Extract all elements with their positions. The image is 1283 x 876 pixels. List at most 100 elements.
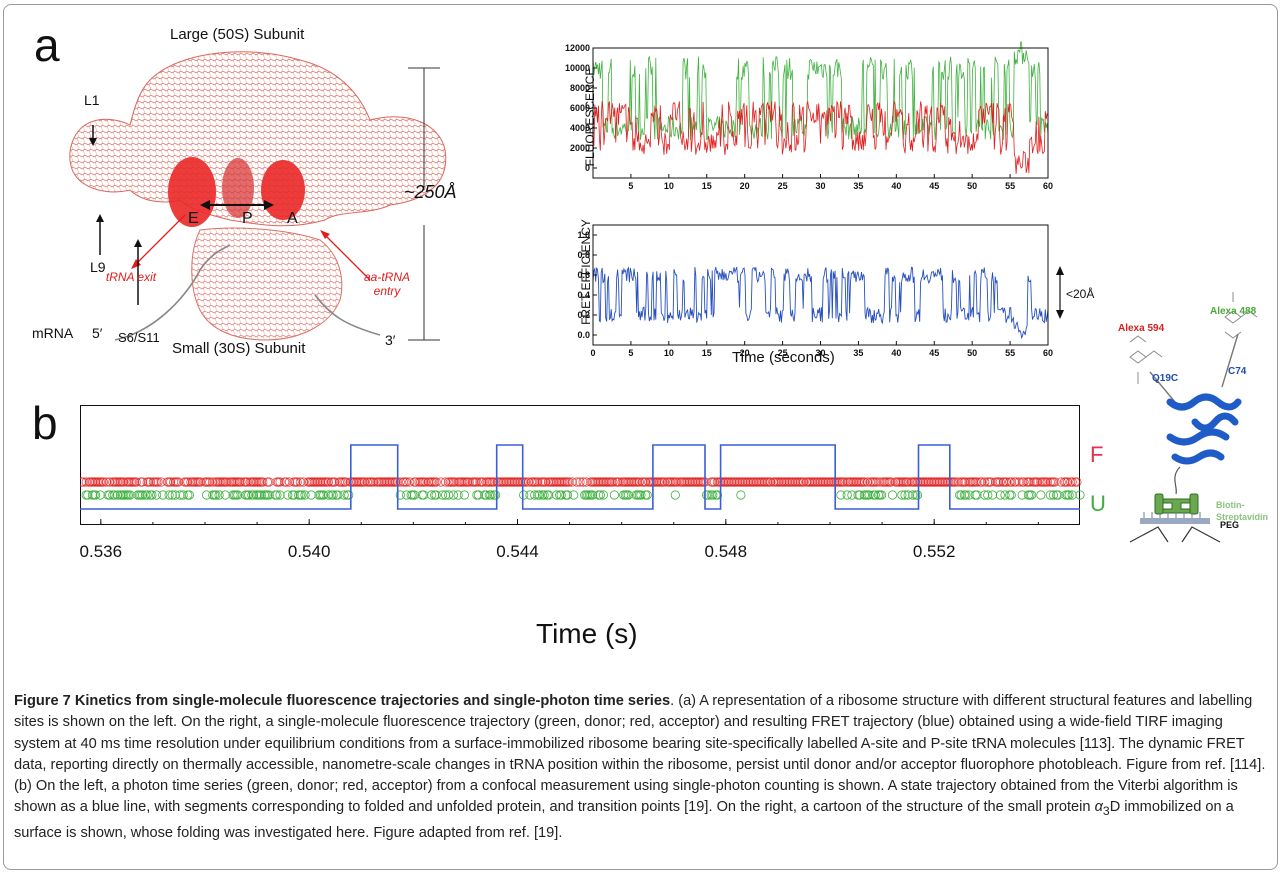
acceptor-photon [340, 477, 351, 487]
acceptor-photon [1072, 477, 1082, 487]
acceptor-photon [1019, 477, 1029, 487]
q19c-label: Q19C [1152, 373, 1179, 384]
acceptor-photon [953, 477, 963, 487]
fret-xtick-label: 35 [853, 348, 863, 358]
acceptor-photon [1067, 477, 1077, 487]
site-p-label: P [242, 210, 253, 227]
donor-photon [459, 490, 469, 500]
donor-photon [903, 490, 913, 500]
donor-photon [595, 490, 605, 500]
fret-chart: 1.0 0.8 0.6 0.4 0.2 0.00 5 10 15 20 25 30 35 40 45 50 55… [577, 224, 1094, 358]
donor-photon [300, 490, 310, 500]
donor-photon [736, 490, 746, 500]
donor-photon [233, 490, 243, 500]
donor-photon [481, 490, 491, 500]
acceptor-photon [431, 477, 441, 487]
acceptor-photon [980, 477, 990, 487]
donor-photon [170, 490, 180, 500]
fluorescence-chart: 12000 10000 8000 6000 4000 2000 0 5 10 15 20 25 30 35… [565, 41, 1053, 190]
site-a-label: A [287, 210, 298, 227]
s6s11-label: S6/S11 [118, 330, 160, 345]
donor-photon [105, 490, 115, 500]
donor-photon [670, 490, 680, 500]
fret-frame [592, 224, 1049, 346]
fret-xtick-label: 15 [702, 348, 712, 358]
donor-photon [344, 490, 354, 500]
donor-photon [248, 490, 258, 500]
donor-photon [847, 490, 857, 500]
fluorescence-xtick-label: 30 [815, 181, 825, 190]
acceptor-photon [323, 477, 333, 487]
acceptor-photon [205, 477, 215, 487]
donor-photon [178, 490, 188, 500]
donor-photon [636, 490, 646, 500]
acceptor-photon [166, 477, 176, 487]
donor-photon [897, 490, 907, 500]
acceptor-photon [986, 477, 996, 487]
donor-photon [137, 490, 148, 500]
photon-frame [80, 405, 1080, 525]
acceptor-photon [640, 477, 651, 487]
aa-trna-entry-label: aa-tRNA entry [363, 270, 410, 298]
fret-ytick-label: 0.4 [577, 290, 590, 300]
donor-photon [1036, 490, 1046, 500]
acceptor-photon [564, 477, 574, 487]
donor-photon [244, 490, 254, 500]
donor-photon [534, 490, 544, 500]
acceptor-photon [1011, 477, 1021, 487]
donor-photon [912, 490, 923, 500]
fret-xtick-label: 0 [590, 348, 595, 358]
donor-photon [214, 490, 224, 500]
donor-photon [1017, 490, 1027, 500]
donor-photon [409, 490, 419, 500]
acceptor-photon [80, 477, 88, 487]
donor-photon [642, 490, 652, 500]
panel-a-letter: a [34, 19, 60, 71]
fret-xtick-label: 60 [1043, 348, 1053, 358]
donor-photon [964, 490, 974, 500]
protein-cartoon [1129, 292, 1258, 543]
fret-xtick-label: 55 [1005, 348, 1015, 358]
donor-photon [980, 490, 990, 500]
peg-label: PEG [1220, 520, 1240, 530]
donor-photon [1006, 490, 1016, 500]
acceptor-photon [886, 477, 896, 487]
acceptor-photon [1042, 477, 1052, 487]
acceptor-photon [436, 477, 446, 487]
acceptor-photon [862, 477, 873, 487]
fret-range-arrowhead-bottom [1056, 310, 1064, 319]
fret-xtick-label: 20 [740, 348, 750, 358]
donor-photon [328, 490, 338, 500]
fluorescence-xtick-label: 25 [778, 181, 788, 190]
acceptor-photon [472, 477, 482, 487]
donor-photon [164, 490, 174, 500]
acceptor-photon [440, 477, 451, 487]
acceptor-photon [478, 477, 488, 487]
donor-photon [109, 490, 120, 500]
acceptor-photon [242, 477, 252, 487]
fluorescence-ytick-label: 2000 [570, 143, 590, 153]
fluorescence-series-1-line [592, 100, 1049, 174]
acceptor-photon [464, 477, 474, 487]
fluorescence-ytick-label: 0 [585, 163, 590, 173]
photon-xtick-label: 0.552 [912, 542, 956, 561]
acceptor-photon [709, 477, 720, 487]
donor-photon [562, 490, 573, 500]
acceptor-photon [281, 477, 291, 487]
acceptor-photon [131, 477, 141, 487]
fluorescence-xtick-label: 60 [1043, 181, 1053, 190]
l1-label: L1 [84, 92, 100, 108]
small-subunit-label: Small (30S) Subunit [172, 340, 306, 357]
donor-photon [1000, 490, 1010, 500]
donor-photon [712, 490, 723, 500]
acceptor-photon [659, 477, 670, 487]
donor-photon [211, 490, 221, 500]
acceptor-photon [298, 477, 308, 487]
caption-title: Figure 7 Kinetics from single-molecule f… [14, 693, 671, 709]
fluorescence-xtick-label: 15 [702, 181, 712, 190]
donor-photon [551, 490, 562, 500]
five-prime-label: 5′ [92, 325, 103, 341]
acceptor-photon [401, 477, 412, 487]
acceptor-photon [523, 477, 533, 487]
acceptor-photon [1062, 477, 1073, 487]
